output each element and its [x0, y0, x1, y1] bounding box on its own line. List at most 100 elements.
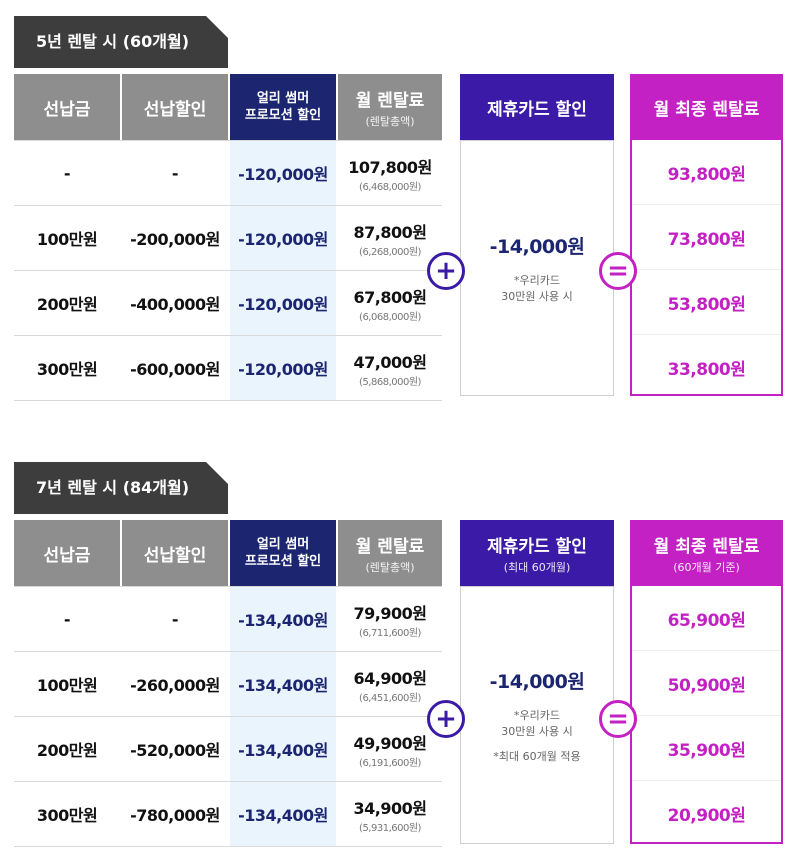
- header-fee-label: 월 렌탈료: [355, 90, 425, 111]
- early-promo-cell: -134,400원: [230, 717, 336, 781]
- equals-icon: =: [599, 252, 637, 290]
- header-final-fee: 월 최종 렌탈료: [630, 74, 783, 140]
- card-discount-note: *우리카드 30만원 사용 시: [501, 708, 573, 740]
- header-final-sub: (60개월 기준): [673, 560, 740, 574]
- header-monthly-fee: 월 렌탈료 (렌탈총액): [338, 520, 442, 586]
- rental-total: (5,931,600원): [359, 822, 421, 834]
- rental-5yr-section: 5년 렌탈 시 (60개월) 선납금 선납할인 얼리 썸머 프로모션 할인 월 …: [14, 16, 784, 401]
- fee-cell: 79,900원 (6,711,600원): [338, 587, 442, 651]
- header-early-summer-promo: 얼리 썸머 프로모션 할인: [230, 520, 336, 586]
- header-early-line2: 프로모션 할인: [244, 554, 322, 569]
- rental-total: (6,711,600원): [359, 627, 421, 639]
- table-row: 200만원 -400,000원 -120,000원 67,800원 (6,068…: [14, 271, 442, 336]
- header-final-label: 월 최종 렌탈료: [653, 99, 760, 120]
- final-fee-value: 33,800원: [667, 359, 746, 380]
- monthly-fee: 67,800원: [353, 287, 427, 307]
- header-fee-sub: (렌탈총액): [365, 114, 415, 128]
- prepay-cell: -: [63, 609, 71, 629]
- header-final-label: 월 최종 렌탈료: [653, 536, 760, 557]
- header-prepay: 선납금: [14, 520, 120, 586]
- discount-cell: -200,000원: [130, 230, 220, 249]
- header-final-fee: 월 최종 렌탈료 (60개월 기준): [630, 520, 783, 586]
- fee-cell: 47,000원 (5,868,000원): [338, 336, 442, 400]
- early-promo-cell: -120,000원: [230, 271, 336, 335]
- prepay-cell: 300만원: [36, 806, 98, 825]
- card-discount-amount: -14,000원: [489, 235, 585, 258]
- plus-icon: +: [427, 252, 465, 290]
- card-note-line2: 30만원 사용 시: [501, 724, 573, 738]
- prepay-cell: -: [63, 163, 71, 183]
- card-discount-amount: -14,000원: [489, 670, 585, 693]
- monthly-fee: 79,900원: [353, 603, 427, 623]
- rental-table-rows: - - -134,400원 79,900원 (6,711,600원) 100만원…: [14, 586, 442, 847]
- discount-cell: -: [171, 163, 179, 183]
- monthly-fee: 47,000원: [353, 352, 427, 372]
- header-prepay-discount: 선납할인: [122, 74, 228, 140]
- final-fee-value: 50,900원: [632, 651, 781, 716]
- fee-cell: 34,900원 (5,931,600원): [338, 782, 442, 846]
- card-note-line1: *우리카드: [514, 708, 560, 722]
- section-title: 5년 렌탈 시 (60개월): [14, 16, 228, 68]
- early-promo-cell: -134,400원: [230, 587, 336, 651]
- header-prepay-discount: 선납할인: [122, 520, 228, 586]
- monthly-fee: 107,800원: [348, 157, 432, 177]
- card-discount-box: -14,000원 *우리카드 30만원 사용 시: [460, 140, 614, 396]
- discount-cell: -520,000원: [130, 741, 220, 760]
- section-title: 7년 렌탈 시 (84개월): [14, 462, 228, 514]
- header-monthly-fee: 월 렌탈료 (렌탈총액): [338, 74, 442, 140]
- fee-cell: 49,900원 (6,191,600원): [338, 717, 442, 781]
- header-early-line1: 얼리 썸머: [256, 537, 310, 552]
- fee-cell: 67,800원 (6,068,000원): [338, 271, 442, 335]
- rental-total: (6,191,600원): [359, 757, 421, 769]
- monthly-fee: 87,800원: [353, 222, 427, 242]
- header-card-discount: 제휴카드 할인 (최대 60개월): [460, 520, 614, 586]
- early-promo-cell: -120,000원: [230, 141, 336, 205]
- early-promo-cell: -134,400원: [230, 652, 336, 716]
- rental-total: (6,268,000원): [359, 246, 421, 258]
- header-fee-sub: (렌탈총액): [365, 560, 415, 574]
- rental-total: (6,068,000원): [359, 311, 421, 323]
- early-promo-cell: -134,400원: [230, 782, 336, 846]
- discount-cell: -780,000원: [130, 806, 220, 825]
- prepay-cell: 100만원: [36, 230, 98, 249]
- fee-cell: 87,800원 (6,268,000원): [338, 206, 442, 270]
- final-fee-value: 53,800원: [632, 270, 781, 335]
- table-row: 200만원 -520,000원 -134,400원 49,900원 (6,191…: [14, 717, 442, 782]
- monthly-fee: 49,900원: [353, 733, 427, 753]
- header-early-summer-promo: 얼리 썸머 프로모션 할인: [230, 74, 336, 140]
- rental-total: (5,868,000원): [359, 376, 421, 388]
- prepay-cell: 300만원: [36, 360, 98, 379]
- plus-icon: +: [427, 700, 465, 738]
- rental-total: (6,451,600원): [359, 692, 421, 704]
- prepay-cell: 200만원: [36, 295, 98, 314]
- discount-cell: -400,000원: [130, 295, 220, 314]
- header-early-line1: 얼리 썸머: [256, 91, 310, 106]
- card-discount-box: -14,000원 *우리카드 30만원 사용 시 *최대 60개월 적용: [460, 586, 614, 844]
- table-row: 300만원 -780,000원 -134,400원 34,900원 (5,931…: [14, 782, 442, 847]
- table-row: - - -134,400원 79,900원 (6,711,600원): [14, 586, 442, 652]
- fee-cell: 107,800원 (6,468,000원): [338, 141, 442, 205]
- final-fee-value: 65,900원: [632, 586, 781, 651]
- discount-cell: -: [171, 609, 179, 629]
- table-row: 100만원 -200,000원 -120,000원 87,800원 (6,268…: [14, 206, 442, 271]
- fee-cell: 64,900원 (6,451,600원): [338, 652, 442, 716]
- final-fee-value: 20,900원: [667, 805, 746, 826]
- prepay-cell: 200만원: [36, 741, 98, 760]
- rental-7yr-section: 7년 렌탈 시 (84개월) 선납금 선납할인 얼리 썸머 프로모션 할인 월 …: [14, 462, 784, 852]
- header-fee-label: 월 렌탈료: [355, 536, 425, 557]
- monthly-fee: 64,900원: [353, 668, 427, 688]
- final-fee-box: 93,800원 73,800원 53,800원 33,800원: [630, 140, 783, 396]
- monthly-fee: 34,900원: [353, 798, 427, 818]
- equals-icon: =: [599, 700, 637, 738]
- table-row: - - -120,000원 107,800원 (6,468,000원): [14, 140, 442, 206]
- header-card-sub: (최대 60개월): [503, 560, 571, 574]
- early-promo-cell: -120,000원: [230, 206, 336, 270]
- discount-cell: -600,000원: [130, 360, 220, 379]
- early-promo-cell: -120,000원: [230, 336, 336, 400]
- final-fee-box: 65,900원 50,900원 35,900원 20,900원: [630, 586, 783, 844]
- card-note-extra: *최대 60개월 적용: [493, 749, 581, 763]
- discount-cell: -260,000원: [130, 676, 220, 695]
- card-note-line2: 30만원 사용 시: [501, 289, 573, 303]
- card-note-line1: *우리카드: [514, 273, 560, 287]
- header-card-label: 제휴카드 할인: [487, 536, 587, 557]
